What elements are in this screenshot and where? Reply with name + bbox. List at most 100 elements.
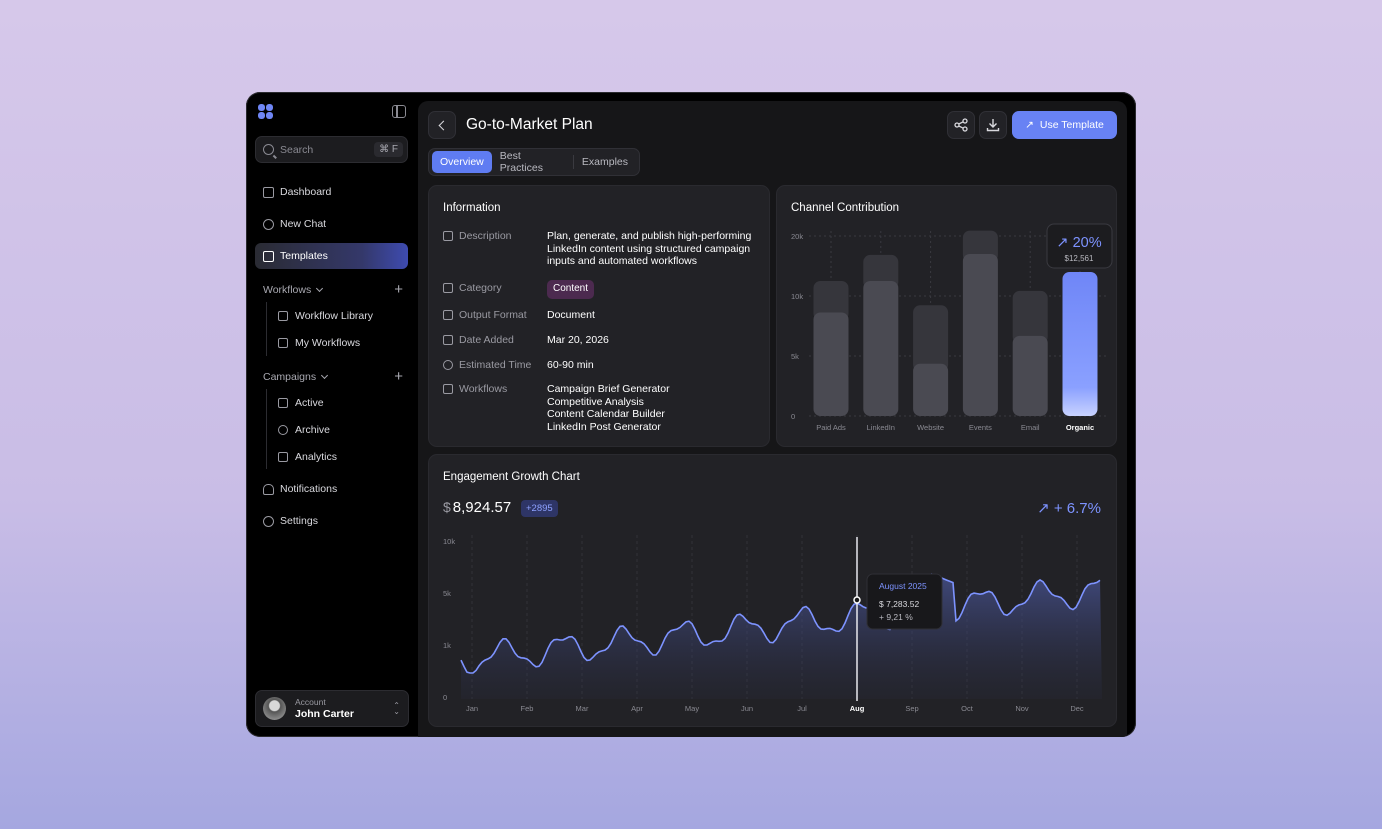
dashboard-icon — [263, 186, 274, 198]
tab-overview[interactable]: Overview — [432, 151, 492, 173]
description-row: Description Plan, generate, and publish … — [443, 230, 757, 268]
tab-examples[interactable]: Examples — [581, 156, 628, 168]
growth-percentage: ↗ + 6.7% — [1037, 499, 1101, 517]
nav-settings-label: Settings — [280, 515, 318, 527]
x-tick-label: Jul — [797, 704, 807, 713]
campaign-active-item[interactable]: Active — [278, 397, 324, 409]
x-tick-label: LinkedIn — [867, 423, 895, 432]
engagement-title: Engagement Growth Chart — [443, 471, 580, 483]
back-button[interactable] — [428, 111, 456, 139]
workflow-link[interactable]: Content Calendar Builder — [547, 408, 665, 420]
search-shortcut: ⌘ F — [374, 142, 403, 157]
category-label: Category — [459, 282, 502, 294]
x-tick-label: Feb — [521, 704, 534, 713]
main-panel: Go-to-Market Plan ↗ Use Template Overvie… — [418, 101, 1127, 737]
use-template-button[interactable]: ↗ Use Template — [1012, 111, 1117, 139]
account-label: Account — [295, 697, 326, 707]
bar-upper-segment — [863, 254, 899, 289]
bell-icon — [263, 483, 274, 495]
channel-contribution-card: Channel Contribution 0 5k 10k 20k Paid Ads Li… — [776, 185, 1117, 447]
estimated-time-value: 60-90 min — [547, 359, 594, 371]
account-name: John Carter — [295, 708, 354, 720]
sidebar-toggle-icon[interactable] — [392, 105, 406, 118]
my-workflows-label: My Workflows — [295, 337, 361, 349]
nav-notifications-label: Notifications — [280, 483, 338, 495]
folder-icon — [263, 250, 274, 262]
y-tick-label: 0 — [791, 412, 795, 421]
my-workflows-item[interactable]: My Workflows — [278, 337, 360, 349]
workflow-library-item[interactable]: Workflow Library — [278, 310, 373, 322]
bar — [913, 363, 949, 416]
engagement-value: $8,924.57 — [443, 499, 511, 516]
tab-divider — [572, 155, 574, 169]
delta-badge: +2895 — [521, 500, 558, 517]
workflow-icon — [443, 384, 453, 394]
chevron-down-icon — [316, 284, 324, 292]
share-icon — [954, 118, 968, 132]
bar-upper-segment — [813, 281, 849, 321]
workflow-link[interactable]: Campaign Brief Generator — [547, 383, 670, 395]
inbox-icon — [443, 310, 453, 320]
bar-upper-segment — [1012, 290, 1048, 344]
share-button[interactable] — [947, 111, 975, 139]
currency-symbol: $ — [443, 499, 451, 515]
x-tick-label: Events — [969, 423, 992, 432]
x-tick-label: Apr — [631, 704, 643, 713]
workflows-section-header[interactable]: Workflows + — [263, 282, 403, 297]
description-value: Plan, generate, and publish high-perform… — [547, 230, 752, 267]
x-tick-label: Paid Ads — [816, 423, 846, 432]
nav-dashboard[interactable]: Dashboard — [255, 179, 408, 205]
nav-settings[interactable]: Settings — [255, 508, 408, 534]
workflows-label: Workflows — [459, 383, 508, 395]
bar-upper-segment — [913, 305, 949, 372]
gear-icon — [263, 515, 274, 527]
search-box[interactable]: ⌘ F — [255, 136, 408, 163]
add-workflow-icon[interactable]: + — [394, 281, 403, 298]
chart-tooltip — [866, 573, 943, 630]
x-tick-label: May — [685, 704, 699, 713]
tab-bar: Overview Best Practices Examples — [428, 148, 640, 176]
megaphone-icon — [278, 398, 288, 408]
nav-notifications[interactable]: Notifications — [255, 476, 408, 502]
x-tick-label: Organic — [1066, 423, 1094, 432]
bar — [962, 254, 998, 416]
nav-new-chat[interactable]: New Chat — [255, 211, 408, 237]
campaign-analytics-item[interactable]: Analytics — [278, 451, 337, 463]
area-fill — [461, 574, 1102, 699]
y-tick-label: 1k — [443, 641, 451, 650]
x-tick-label: Nov — [1015, 704, 1029, 713]
y-tick-label: 5k — [791, 352, 799, 361]
download-button[interactable] — [979, 111, 1007, 139]
nav-templates-label: Templates — [280, 250, 328, 262]
library-icon — [278, 311, 288, 321]
arrow-up-right-icon: ↗ — [1037, 500, 1054, 517]
campaign-active-label: Active — [295, 397, 324, 409]
workflow-link[interactable]: LinkedIn Post Generator — [547, 420, 661, 433]
information-card: Information Description Plan, generate, … — [428, 185, 770, 447]
y-tick-label: 20k — [791, 232, 803, 241]
tab-best-practices[interactable]: Best Practices — [499, 150, 543, 174]
output-format-row: Output Format Document — [443, 309, 757, 322]
nav-templates[interactable]: Templates — [255, 243, 408, 269]
engagement-amount: 8,924.57 — [452, 499, 512, 516]
search-input[interactable] — [280, 143, 370, 156]
growth-value: + 6.7% — [1053, 500, 1101, 517]
x-tick-label: Dec — [1070, 704, 1084, 713]
use-template-label: Use Template — [1039, 119, 1104, 131]
campaign-archive-item[interactable]: Archive — [278, 424, 330, 436]
estimated-time-row: Estimated Time 60-90 min — [443, 359, 757, 372]
calendar-icon — [443, 335, 453, 345]
channel-bar-chart: 0 5k 10k 20k Paid Ads LinkedIn Website Events Em… — [791, 223, 1113, 432]
document-icon — [278, 338, 288, 348]
nav-dashboard-label: Dashboard — [280, 186, 332, 198]
add-campaign-icon[interactable]: + — [394, 368, 403, 385]
x-tick-label: Website — [917, 423, 944, 432]
workflow-link[interactable]: Competitive Analysis — [547, 395, 644, 408]
campaigns-section-header[interactable]: Campaigns + — [263, 369, 403, 384]
search-icon — [263, 144, 274, 155]
output-format-label: Output Format — [459, 309, 527, 321]
app-logo-icon — [258, 104, 274, 120]
trend-line — [460, 573, 1101, 674]
account-switcher[interactable]: Account John Carter ⌃ ⌄ — [255, 690, 409, 727]
campaigns-tree-line — [266, 389, 267, 469]
